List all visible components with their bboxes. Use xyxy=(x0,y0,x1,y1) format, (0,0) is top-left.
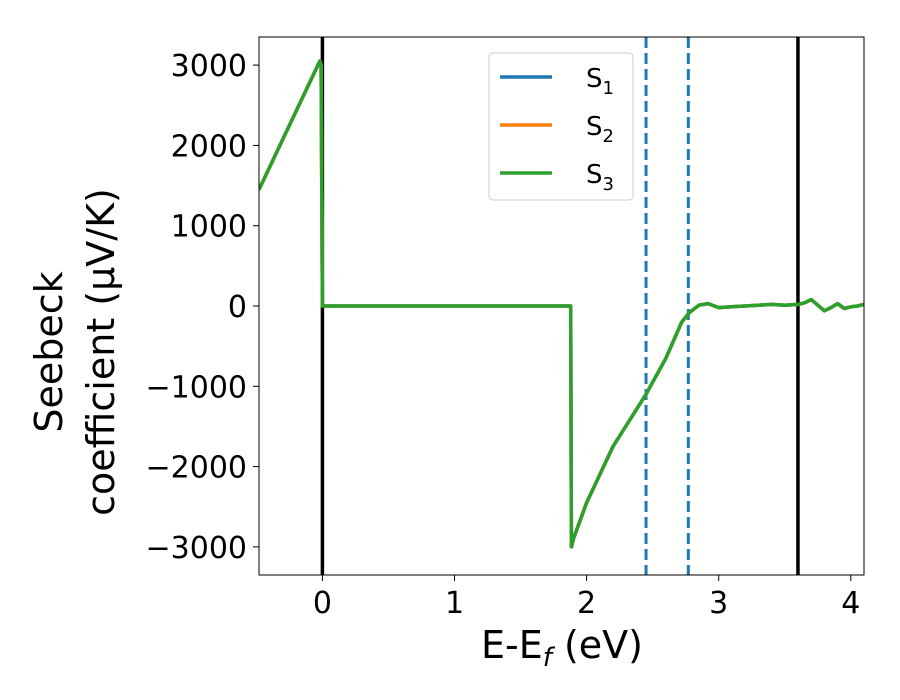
x-tick-label-3: 3 xyxy=(709,586,728,621)
y-tick-label--2000: −2000 xyxy=(146,451,247,486)
x-axis-title-main: E-E xyxy=(481,623,543,667)
y-axis-title-line2: coefficient (μV/K) xyxy=(79,188,123,516)
legend-box xyxy=(488,52,634,201)
series-line-s3 xyxy=(259,59,864,549)
y-tick-label--3000: −3000 xyxy=(146,531,247,566)
y-tick-label-2000: 2000 xyxy=(171,129,247,164)
x-tick-label-0: 0 xyxy=(313,586,332,621)
y-axis-title: Seebeck coefficient (μV/K) xyxy=(27,188,123,516)
x-tick-label-1: 1 xyxy=(445,586,464,621)
x-axis-ticks: 0 1 2 3 4 xyxy=(313,575,860,621)
y-tick-label--1000: −1000 xyxy=(146,370,247,405)
y-tick-label-3000: 3000 xyxy=(171,49,247,84)
legend-label-s1: S1 xyxy=(586,64,614,99)
series-layer xyxy=(259,59,864,549)
x-tick-label-4: 4 xyxy=(841,586,860,621)
x-axis-title: E-Ef (eV) xyxy=(481,623,643,673)
y-tick-label-1000: 1000 xyxy=(171,210,247,245)
y-axis-ticks: 3000 2000 1000 0 −1000 −2000 −3000 xyxy=(146,49,259,566)
legend: S1 S2 S3 xyxy=(488,52,634,201)
legend-label-s2: S2 xyxy=(586,112,614,147)
x-axis-title-unit: (eV) xyxy=(552,623,643,667)
y-axis-title-line1: Seebeck xyxy=(27,271,71,432)
x-tick-label-2: 2 xyxy=(577,586,596,621)
legend-label-s3: S3 xyxy=(586,160,614,195)
y-tick-label-0: 0 xyxy=(228,290,247,325)
